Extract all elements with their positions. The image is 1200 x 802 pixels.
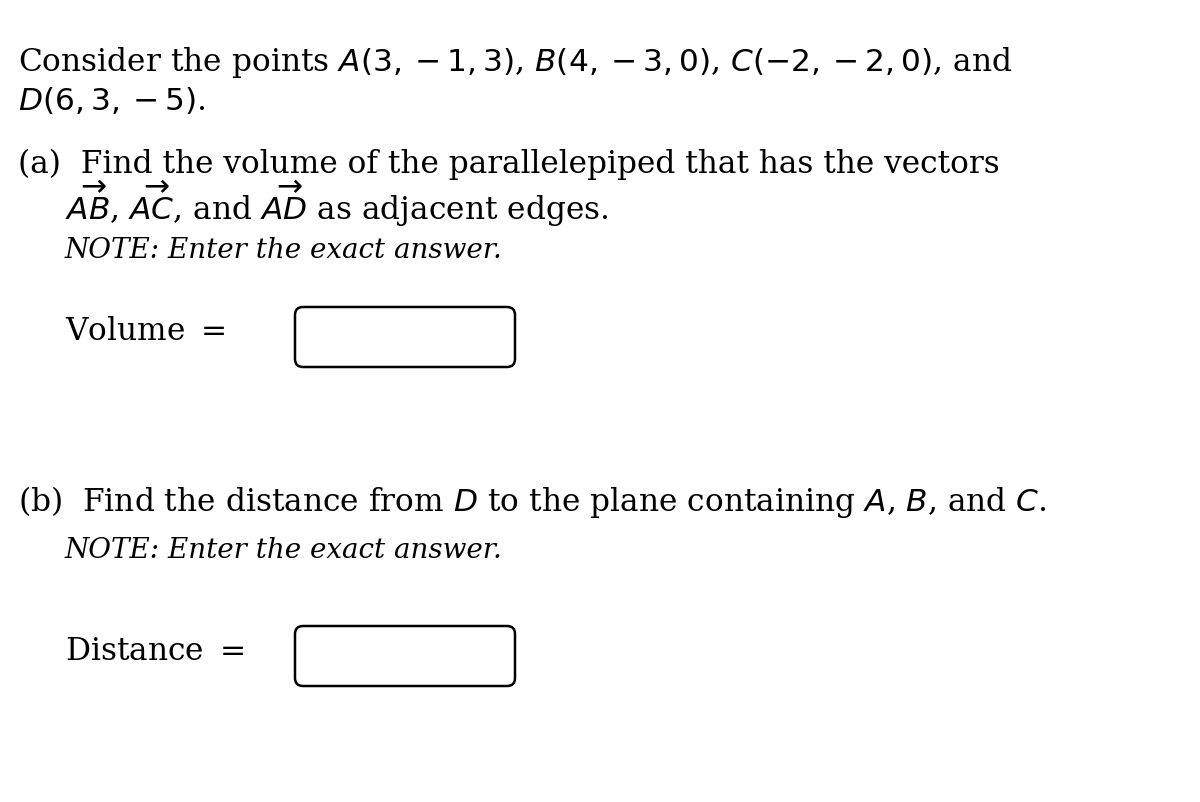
Text: NOTE: Enter the exact answer.: NOTE: Enter the exact answer. xyxy=(65,237,503,264)
Text: (a)  Find the volume of the parallelepiped that has the vectors: (a) Find the volume of the parallelepipe… xyxy=(18,148,1000,180)
Text: $D(6,3,-5)$.: $D(6,3,-5)$. xyxy=(18,87,205,118)
Text: NOTE: Enter the exact answer.: NOTE: Enter the exact answer. xyxy=(65,537,503,564)
Text: Volume $=$: Volume $=$ xyxy=(65,317,226,347)
Text: Distance $=$: Distance $=$ xyxy=(65,637,245,667)
Text: (b)  Find the distance from $D$ to the plane containing $A$, $B$, and $C$.: (b) Find the distance from $D$ to the pl… xyxy=(18,484,1046,520)
Text: $\overrightarrow{AB}$, $\overrightarrow{AC}$, and $\overrightarrow{AD}$ as adjac: $\overrightarrow{AB}$, $\overrightarrow{… xyxy=(65,179,608,229)
Text: Consider the points $A(3,-1,3)$, $B(4,-3,0)$, $C(-2,-2,0)$, and: Consider the points $A(3,-1,3)$, $B(4,-3… xyxy=(18,44,1013,79)
FancyBboxPatch shape xyxy=(295,307,515,367)
FancyBboxPatch shape xyxy=(295,626,515,686)
